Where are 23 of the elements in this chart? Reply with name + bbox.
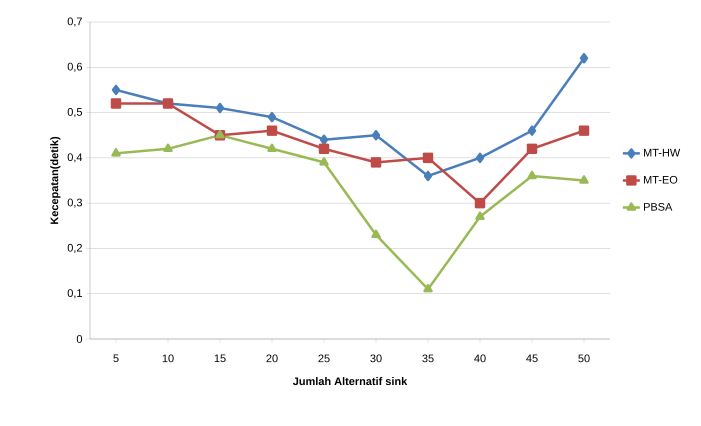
x-tick-label: 15: [214, 354, 226, 362]
x-tick-label: 40: [474, 354, 486, 362]
x-tick-label: 10: [162, 354, 174, 362]
y-tick-label: 0,7: [68, 17, 82, 27]
y-tick-label: 0: [76, 335, 82, 343]
y-axis-title: Kecepatan(detik): [50, 136, 60, 224]
legend-label: MT-HW: [644, 148, 680, 156]
x-tick-label: 25: [318, 354, 330, 362]
x-tick-label: 45: [526, 354, 538, 362]
x-tick-label: 50: [578, 354, 590, 362]
y-tick-label: 0,3: [68, 198, 82, 208]
x-tick-label: 30: [370, 354, 382, 362]
x-tick-label: 35: [422, 354, 434, 362]
y-tick-label: 0,1: [68, 289, 82, 298]
legend-label: PBSA: [644, 202, 672, 211]
y-tick-label: 0,5: [68, 108, 82, 118]
y-tick-label: 0,4: [68, 153, 82, 162]
x-tick-label: 5: [113, 354, 119, 362]
y-tick-label: 0,2: [68, 244, 82, 253]
x-axis-title: Jumlah Alternatif sink: [292, 377, 408, 386]
x-tick-label: 20: [266, 354, 278, 362]
legend-label: MT-EO: [644, 176, 678, 184]
y-tick-label: 0,6: [68, 62, 82, 72]
